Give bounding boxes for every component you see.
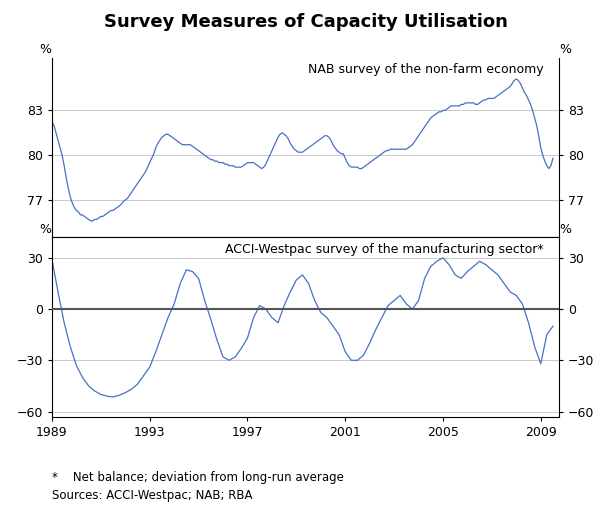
Text: *    Net balance; deviation from long-run average
Sources: ACCI-Westpac; NAB; RB: * Net balance; deviation from long-run a… xyxy=(52,472,344,502)
Text: %: % xyxy=(560,43,571,56)
Text: %: % xyxy=(40,43,51,56)
Text: ACCI-Westpac survey of the manufacturing sector*: ACCI-Westpac survey of the manufacturing… xyxy=(225,243,544,256)
Text: %: % xyxy=(40,223,51,235)
Text: Survey Measures of Capacity Utilisation: Survey Measures of Capacity Utilisation xyxy=(103,13,508,31)
Text: NAB survey of the non-farm economy: NAB survey of the non-farm economy xyxy=(308,64,544,76)
Text: %: % xyxy=(560,223,571,235)
